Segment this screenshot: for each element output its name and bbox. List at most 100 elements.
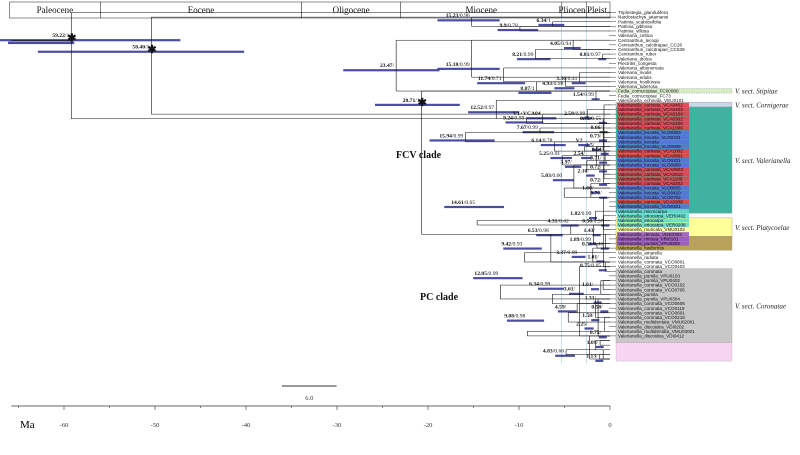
tip-highlight: [617, 172, 689, 177]
hpd-bar: [598, 139, 607, 142]
axis-tick-label: -30: [333, 422, 342, 429]
tip-label: Valerianella_muricata_VMU0102: [618, 227, 685, 232]
tip-highlight: [617, 213, 689, 218]
node-support-label: 0.73/: [590, 133, 602, 139]
tip-label: Patrinia_villosa: [618, 29, 649, 34]
tip-label: Valerianella_coronata_VCO0102: [618, 283, 685, 288]
tip-label: Valerianella_coronata: [618, 269, 663, 274]
tip-highlight: [617, 144, 689, 149]
tip-label: Valerianella_carinata_VCA0402: [618, 103, 683, 108]
tip-highlight: [617, 158, 689, 163]
tip-highlight: [617, 149, 689, 154]
node-support-label: 0.72/: [590, 164, 602, 170]
tip-label: Centranthus_calcitrapae_CC26: [618, 42, 683, 47]
node-support-label: 0.75/0.05: [580, 263, 601, 269]
tip-label: Valerianella_echinata_VEU0101: [618, 98, 684, 103]
hpd-bar: [550, 156, 572, 160]
node-support-label: 9.9/0.78: [500, 23, 519, 29]
node-support-label: 1.82/0.99: [570, 211, 591, 217]
tip-label: Fedia_cornucopiae_FC00080: [618, 89, 679, 94]
tip-label: Valerianella_eriocarpa_VER0208: [618, 223, 686, 228]
section-label: V. sect. Valerianella: [735, 157, 791, 165]
node-support-label: 15.94/0.99: [439, 133, 463, 139]
section-label: V. sect. Stipitae: [735, 88, 778, 96]
hpd-bar: [0, 39, 181, 42]
tip-label: Valerianella_locusta_VLO0201: [618, 158, 681, 163]
node-support-label: 0.53/0.46: [582, 241, 603, 247]
hpd-bar: [516, 58, 551, 61]
epoch-guide-lines: [561, 18, 587, 364]
tip-label: Valerianella_locusta_VLO0605: [618, 186, 681, 191]
node-support-label: 1.01/: [587, 254, 599, 260]
node-support-label: 1.54/0.99: [573, 92, 594, 98]
node-support-label: 1.60/: [582, 186, 594, 192]
hpd-bar: [592, 234, 601, 237]
hpd-bar: [591, 319, 600, 322]
hpd-bar: [444, 205, 505, 209]
tip-highlight: [617, 130, 689, 135]
node-support-label: 0.72/: [590, 178, 602, 184]
hpd-bar: [555, 354, 575, 357]
node-support-label: 8.21/0.99: [512, 52, 533, 58]
hpd-bar: [590, 288, 599, 291]
hpd-bar: [557, 310, 577, 313]
tip-highlight: [617, 232, 689, 237]
tip-label: Valerianella_coronata_VCO0705: [618, 287, 685, 292]
node-support-label: 4.05/0.94: [550, 41, 571, 47]
node-support-label: 1.61/: [582, 282, 594, 288]
tip-label: Valerianella_locusta_VLO0101: [618, 135, 681, 140]
node-support-label: 14.61/0.65: [451, 200, 475, 206]
tip-highlight: [617, 135, 689, 140]
node-labels: 59.22/1✱50.40/1✱15.23/0.969.9/0.786.34/1…: [52, 13, 603, 359]
axis-tick-label: -60: [60, 422, 69, 429]
hpd-bar: [591, 191, 600, 194]
tip-highlight: [617, 139, 689, 144]
hpd-bar: [596, 260, 605, 263]
hpd-bar: [518, 91, 552, 94]
node-support-label: 23.47/: [380, 63, 395, 69]
hpd-bar: [538, 23, 565, 27]
tip-label: Valerianella_locusta_VLO0410: [618, 190, 681, 195]
hpd-bar: [477, 82, 526, 85]
node-support-label: 20.71/1: [403, 98, 420, 104]
hpd-bar: [503, 247, 542, 250]
tip-label: Valerianella_coronata_VCO0119: [618, 306, 685, 311]
tip-label: Fedia_cornucopiae_FC73: [618, 93, 671, 98]
hpd-bar: [601, 224, 610, 227]
node-support-label: 2.54/: [574, 151, 586, 157]
tip-label: Valerianella_eriocarpa: [618, 218, 664, 223]
tip-label: Valerianella_locusta_VLO0303: [618, 130, 681, 135]
hpd-bar: [595, 345, 604, 349]
tip-label: Nardostachys_jatamansi: [618, 15, 668, 20]
tip-label: Valerianella_locusta_VLO0609: [618, 144, 681, 149]
hpd-bar: [564, 46, 581, 50]
node-support-label: 1.58/: [582, 313, 594, 319]
tip-label: Valerianella_eriocarpa_VER0402: [618, 213, 686, 218]
hpd-bar: [581, 117, 592, 120]
tip-label: Valeriana_rivalis: [618, 70, 652, 75]
tree-branches: [11, 12, 610, 360]
tip-highlight: [617, 195, 689, 200]
node-support-label: 5.25/0.01: [539, 151, 560, 157]
tip-label: Valerianella_locusta_VLO0702: [618, 195, 681, 200]
hpd-bar: [599, 170, 608, 173]
node-support-label: 4.83/0.66: [543, 349, 564, 355]
section-label: V. sect. Platycoelae: [735, 224, 789, 232]
axis-unit-label: Ma: [20, 419, 35, 431]
hpd-bar: [578, 143, 590, 147]
tip-highlight: [617, 209, 689, 214]
node-support-label: 0.81/0.97: [580, 52, 601, 58]
node-support-label: 12.05/0.99: [474, 271, 498, 277]
epoch-label: Miocene: [465, 5, 497, 15]
tip-label: Valeriana_celtica: [618, 33, 653, 38]
tip-label: Valerianella_carinata_VCA1002: [618, 149, 683, 154]
hpd-bar: [591, 148, 600, 151]
axis-tick-label: -50: [151, 422, 160, 429]
tip-label: Valerianella_locusta_VLO0909: [618, 163, 681, 168]
node-support-label: 6.14/0.78: [531, 138, 552, 144]
tip-label: Valeriana_hoolkinsia: [618, 79, 660, 84]
node-support-label: 9.24/0.99: [503, 115, 524, 121]
node-support-label: 15.18/0.99: [446, 62, 470, 68]
hpd-bar: [522, 131, 555, 134]
